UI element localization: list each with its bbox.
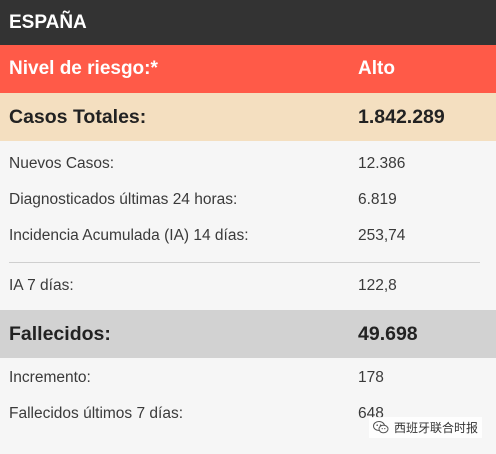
region-title: ESPAÑA [9,11,87,33]
risk-level-label: Nivel de riesgo:* [9,58,158,79]
detail-row-new-cases: Nuevos Casos: 12.386 [0,146,496,182]
detail-value: 6.819 [358,191,397,208]
detail-label: Nuevos Casos: [9,155,115,172]
detail-row-diagnosed-24h: Diagnosticados últimas 24 horas: 6.819 [0,182,496,218]
total-cases-value: 1.842.289 [358,105,445,128]
detail-row-ia-14-days: Incidencia Acumulada (IA) 14 días: 253,7… [0,218,496,254]
detail-label: IA 7 días: [9,276,74,294]
detail-label: Fallecidos últimos 7 días: [9,405,184,422]
total-cases-label: Casos Totales: [9,105,147,128]
detail-row-increment: Incremento: 178 [0,360,496,396]
total-cases-row: Casos Totales: 1.842.289 [0,93,496,141]
detail-value: 253,74 [358,227,406,244]
watermark: 西班牙联合时报 [368,417,482,438]
detail-label: Incremento: [9,369,91,386]
region-header: ESPAÑA [0,0,496,45]
risk-level-row: Nivel de riesgo:* Alto [0,45,496,93]
watermark-text: 西班牙联合时报 [393,421,478,435]
detail-value: 178 [358,369,384,386]
detail-label: Incidencia Acumulada (IA) 14 días: [9,227,249,244]
detail-label: Diagnosticados últimas 24 horas: [9,191,238,208]
cases-details: Nuevos Casos: 12.386 Diagnosticados últi… [0,141,496,310]
deaths-label: Fallecidos: [9,322,111,345]
detail-value: 12.386 [358,155,406,172]
divider [9,262,480,263]
risk-level-value: Alto [358,58,395,79]
wechat-icon [372,421,389,434]
detail-value: 122,8 [358,276,397,294]
detail-row-ia-7-days: IA 7 días: 122,8 [0,263,496,308]
deaths-row: Fallecidos: 49.698 [0,310,496,358]
deaths-value: 49.698 [358,322,418,345]
